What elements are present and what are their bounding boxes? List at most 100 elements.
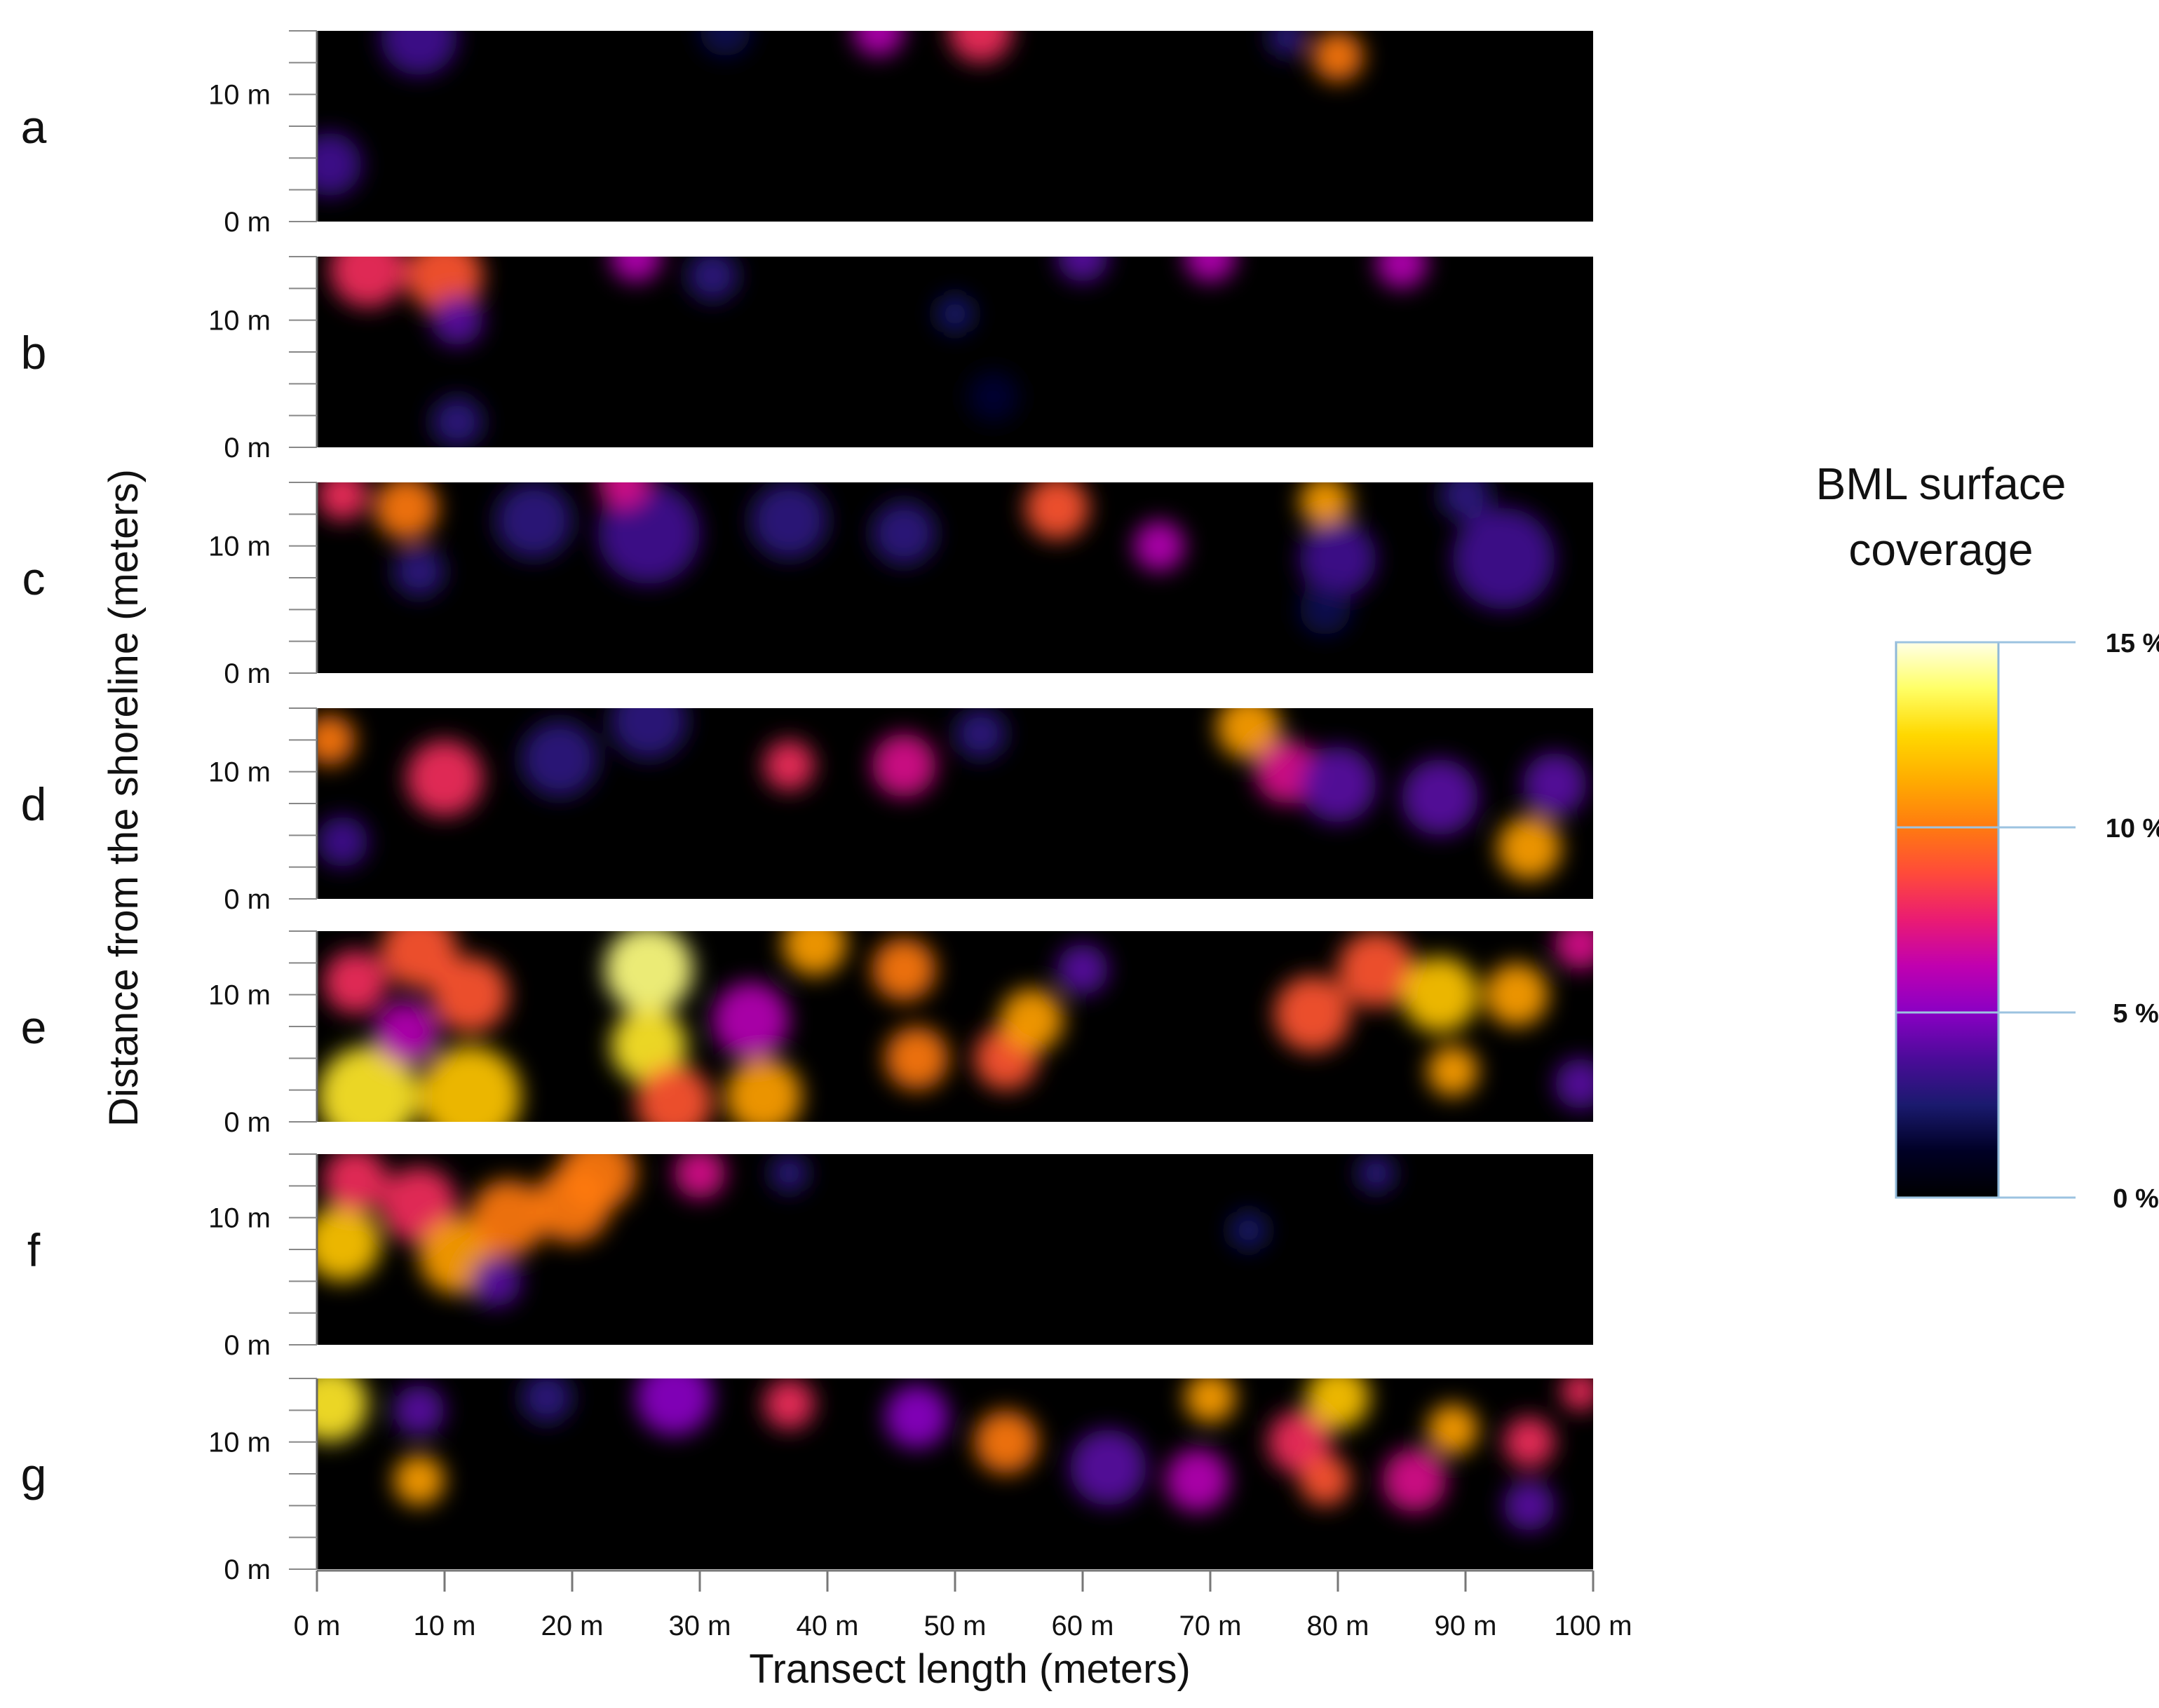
- y-tick-label: 0 m: [224, 1554, 271, 1585]
- panel-c-hotspot: [495, 482, 573, 559]
- colorbar: [1895, 641, 2000, 1199]
- x-tick-label: 70 m: [1179, 1611, 1242, 1641]
- panel-a-hotspot: [317, 133, 362, 196]
- y-tick-label: 0 m: [224, 1330, 271, 1361]
- panel-d-hotspot: [1402, 759, 1479, 836]
- panel-b-hotspot: [968, 371, 1019, 422]
- colorbar-tick-label: 5 %: [2113, 999, 2158, 1029]
- panel-g-heat: [317, 1378, 1593, 1531]
- x-tick-label: 100 m: [1554, 1611, 1632, 1641]
- x-axis: 0 m 10 m 20 m 30 m 40 m 50 m 60 m 70 m 80 m 90 m 1…: [294, 1569, 1632, 1641]
- panel-a-hotspot: [381, 31, 458, 76]
- panel-d-hotspot: [1299, 746, 1376, 823]
- y-tick-label: 10 m: [208, 980, 271, 1011]
- panel-e-heat: [317, 931, 1593, 1122]
- panel-d-hotspot: [317, 714, 356, 766]
- panel-e-hotspot: [323, 950, 388, 1014]
- x-tick-label: 90 m: [1435, 1611, 1497, 1641]
- panel-b-hotspot: [330, 257, 407, 308]
- panel-d-background: [317, 708, 1593, 899]
- panel-a-hotspot: [700, 31, 751, 57]
- panel-f-y-axis: 0 m 10 m: [208, 1153, 318, 1361]
- y-axis-title: Distance from the shoreline (meters): [101, 469, 147, 1127]
- panel-letter-d: d: [21, 778, 47, 830]
- colorbar-tick-label: 0 %: [2113, 1184, 2158, 1214]
- panel-e-hotspot: [431, 956, 509, 1033]
- panel-b-background: [317, 257, 1593, 447]
- panel-f-hotspot: [317, 1205, 381, 1282]
- panel-c-hotspot: [1299, 482, 1351, 527]
- panel-d-hotspot: [955, 708, 1006, 759]
- x-tick-label: 30 m: [669, 1611, 731, 1641]
- panel-letter-b: b: [21, 327, 47, 379]
- colorbar-tick-label: 15 %: [2106, 629, 2159, 658]
- panel-d-hotspot: [610, 708, 687, 759]
- panel-g-hotspot: [1306, 1378, 1370, 1430]
- heatmap-panels: a 0 m 10 m b 0 m 10 m c 0 m 10 m d 0 m 10 m e 0 m 10 m…: [21, 30, 1593, 1585]
- panel-c-y-axis: 0 m 10 m: [208, 482, 318, 689]
- panel-b-hotspot: [431, 396, 483, 447]
- panel-d-hotspot: [764, 740, 815, 791]
- panel-a-hotspot: [1267, 31, 1306, 57]
- x-axis-title: Transect length (meters): [749, 1646, 1191, 1692]
- colorbar-tick-label: 10 %: [2106, 814, 2159, 843]
- panel-g-hotspot: [1069, 1429, 1146, 1506]
- panel-f: f 0 m 10 m: [27, 1153, 1593, 1361]
- panel-g-hotspot: [1184, 1378, 1236, 1423]
- y-tick-label: 10 m: [208, 1203, 271, 1234]
- y-tick-label: 0 m: [224, 658, 271, 689]
- panel-f-heat: [317, 1154, 1395, 1307]
- panel-e-hotspot: [712, 982, 790, 1059]
- panel-e-hotspot: [1274, 975, 1351, 1052]
- panel-c-hotspot: [1452, 508, 1555, 610]
- panel-g-hotspot: [393, 1454, 445, 1506]
- x-tick-label: 10 m: [414, 1611, 476, 1641]
- y-tick-label: 0 m: [224, 884, 271, 915]
- x-tick-label: 40 m: [797, 1611, 859, 1641]
- legend-title-line-2: coverage: [1848, 524, 2033, 575]
- panel-c-hotspot: [597, 482, 649, 508]
- panel-e-hotspot: [610, 1007, 687, 1084]
- x-tick-label: 60 m: [1052, 1611, 1114, 1641]
- panel-letter-g: g: [21, 1449, 47, 1500]
- panel-g-hotspot: [1165, 1448, 1230, 1512]
- panel-a-heat: [317, 31, 1364, 196]
- panel-c-hotspot: [1025, 482, 1090, 540]
- colorbar-legend: BML surface coverage 15 % 10 % 5 % 0 %: [1816, 459, 2159, 1214]
- panel-g-hotspot: [1299, 1454, 1351, 1506]
- panel-a-hotspot: [853, 31, 905, 57]
- panel-c-hotspot: [374, 482, 438, 540]
- panel-e-hotspot: [872, 937, 936, 1001]
- panel-c-hotspot: [1299, 520, 1376, 597]
- y-tick-label: 10 m: [208, 80, 271, 111]
- panel-a-hotspot: [948, 31, 1013, 63]
- panel-b-hotspot: [431, 294, 483, 346]
- panel-c-hotspot: [750, 482, 827, 559]
- panel-e-hotspot: [604, 931, 693, 1014]
- panel-c-hotspot: [597, 482, 700, 585]
- y-tick-label: 10 m: [208, 531, 271, 562]
- panel-e-hotspot: [999, 988, 1064, 1052]
- panel-d-hotspot: [1522, 752, 1587, 817]
- panel-d: d 0 m 10 m: [21, 707, 1593, 915]
- panel-g-hotspot: [1382, 1448, 1447, 1512]
- panel-g-hotspot: [1427, 1404, 1479, 1455]
- panel-e-hotspot: [884, 1026, 949, 1090]
- panel-b-hotspot: [1057, 257, 1109, 283]
- panel-f-hotspot: [323, 1154, 388, 1212]
- panel-c-hotspot: [1299, 584, 1351, 635]
- panel-e-hotspot: [419, 1045, 522, 1122]
- panel-f-hotspot: [1229, 1210, 1268, 1250]
- panel-c-hotspot: [393, 545, 445, 597]
- panel-b-hotspot: [686, 257, 738, 301]
- panel-d-y-axis: 0 m 10 m: [208, 707, 318, 915]
- panel-e-hotspot: [317, 1045, 419, 1122]
- panel-g-hotspot: [393, 1385, 445, 1436]
- panel-d-hotspot: [317, 816, 368, 867]
- x-tick-label: 20 m: [541, 1611, 604, 1641]
- x-tick-label: 0 m: [294, 1611, 341, 1641]
- panel-g-hotspot: [974, 1410, 1038, 1474]
- y-tick-label: 10 m: [208, 306, 271, 337]
- panel-b: b 0 m 10 m: [21, 256, 1593, 463]
- panel-c-hotspot: [317, 482, 368, 521]
